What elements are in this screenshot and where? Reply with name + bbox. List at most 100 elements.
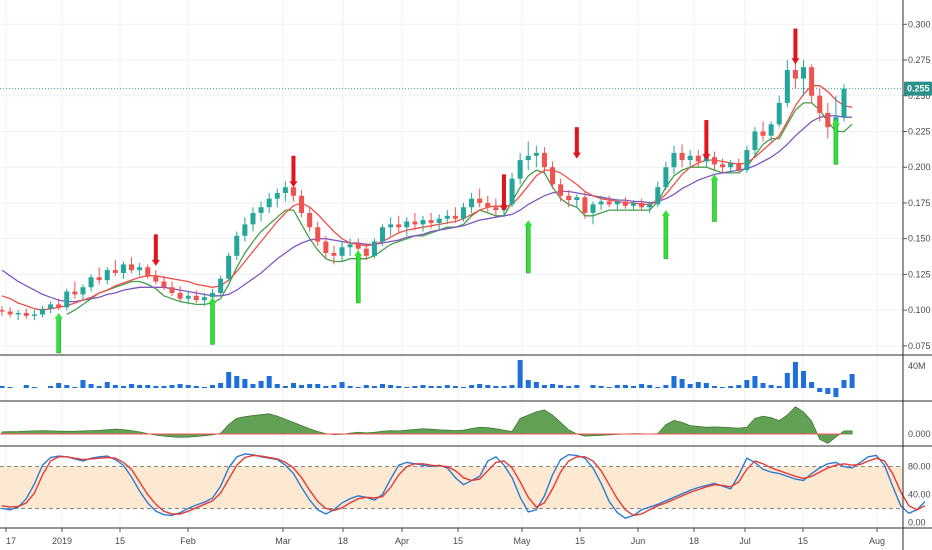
candle-body xyxy=(307,212,313,228)
candle-body xyxy=(64,291,70,308)
candle-body xyxy=(744,150,750,171)
candle-body xyxy=(720,164,726,168)
volume-bar xyxy=(428,386,434,388)
sell-signal-arrowhead xyxy=(499,205,508,212)
candle-body xyxy=(145,267,151,276)
volume-bar xyxy=(258,381,264,388)
candle-body xyxy=(469,198,475,208)
candle-body xyxy=(56,304,62,308)
sell-signal-arrowhead xyxy=(289,181,298,188)
volume-bar xyxy=(137,385,143,388)
candle-body xyxy=(363,248,369,256)
volume-bar xyxy=(201,387,207,388)
candle-body xyxy=(177,292,183,299)
candle-body xyxy=(242,224,248,236)
candle-body xyxy=(817,95,823,113)
volume-bar xyxy=(96,386,102,388)
volume-bar xyxy=(120,386,126,388)
candle-body xyxy=(120,264,126,273)
candle-body xyxy=(39,308,45,315)
slow-moving-average-line xyxy=(1,115,853,303)
volume-bar xyxy=(606,387,612,388)
price-tick-label: 0.150 xyxy=(908,234,931,244)
trailing-stop-line xyxy=(66,102,853,315)
candle-body xyxy=(96,277,102,281)
candle-body xyxy=(792,70,798,79)
candle-body xyxy=(201,297,207,301)
time-tick-label: Jul xyxy=(739,536,751,546)
volume-bar xyxy=(533,382,539,388)
price-tick-label: 0.100 xyxy=(908,305,931,315)
volume-bar xyxy=(226,372,232,388)
volume-bar xyxy=(282,386,288,388)
buy-signal-arrow xyxy=(56,317,61,354)
buy-signal-arrow xyxy=(210,302,215,345)
candle-body xyxy=(209,292,216,298)
volume-bar xyxy=(0,386,5,388)
candle-body xyxy=(695,155,701,162)
price-pane[interactable] xyxy=(0,28,903,354)
candle-body xyxy=(331,252,337,256)
volume-pane[interactable] xyxy=(0,360,855,397)
stochastic-d-line xyxy=(1,454,926,517)
volume-bar xyxy=(129,384,135,388)
buy-signal-arrowhead xyxy=(524,220,533,227)
candle-body xyxy=(137,267,143,271)
sell-signal-arrow xyxy=(574,127,579,154)
time-tick-label: May xyxy=(513,536,531,546)
candle-body xyxy=(48,304,54,309)
buy-signal-arrow xyxy=(526,224,531,274)
candle-body xyxy=(606,201,612,205)
candle-body xyxy=(436,218,442,223)
price-tick-label: 0.225 xyxy=(908,126,931,136)
fast-moving-average-line xyxy=(1,85,853,311)
volume-bar xyxy=(355,387,361,388)
volume-bar xyxy=(396,386,402,388)
candle-body xyxy=(80,287,86,295)
candle-body xyxy=(671,152,677,168)
stochastic-tick-label: 0.00 xyxy=(908,517,926,527)
volume-bar xyxy=(64,385,70,388)
candle-body xyxy=(452,215,458,219)
volume-bar xyxy=(590,385,596,388)
volume-bar xyxy=(509,385,515,388)
buy-signal-arrow xyxy=(712,179,717,222)
oscillator-tick-label: 0.000 xyxy=(908,429,931,439)
candle-body xyxy=(15,312,21,315)
last-price-label: 0.255 xyxy=(907,84,930,94)
candle-body xyxy=(380,227,386,242)
time-tick-label: 15 xyxy=(798,536,808,546)
time-tick-label: Jun xyxy=(631,536,646,546)
volume-bar xyxy=(56,383,62,388)
buy-signal-arrow xyxy=(833,123,839,165)
sell-signal-arrowhead xyxy=(702,154,711,161)
volume-bar xyxy=(639,384,645,388)
candle-body xyxy=(250,212,256,225)
stochastic-pane[interactable] xyxy=(1,453,926,519)
oscillator-pane[interactable] xyxy=(0,406,853,444)
candle-body xyxy=(825,112,831,128)
volume-bar xyxy=(23,385,29,388)
candle-body xyxy=(185,295,191,299)
candle-body xyxy=(784,70,790,103)
volume-bar xyxy=(768,385,774,388)
candle-body xyxy=(752,131,758,151)
volume-bar xyxy=(193,386,199,388)
candle-body xyxy=(112,270,118,273)
candle-body xyxy=(218,278,224,293)
candle-body xyxy=(371,241,377,256)
sell-signal-arrow xyxy=(291,155,296,183)
candle-body xyxy=(161,281,167,288)
candle-body xyxy=(282,187,288,193)
candle-body xyxy=(428,220,434,223)
volume-bar xyxy=(469,385,475,388)
candle-body xyxy=(274,192,280,199)
volume-bar xyxy=(558,385,564,388)
time-tick-label: 2019 xyxy=(52,536,72,546)
candle-body xyxy=(809,67,815,96)
volume-bar xyxy=(655,387,661,388)
volume-bar xyxy=(517,360,523,388)
volume-bar xyxy=(266,376,272,388)
candle-body xyxy=(614,201,620,205)
